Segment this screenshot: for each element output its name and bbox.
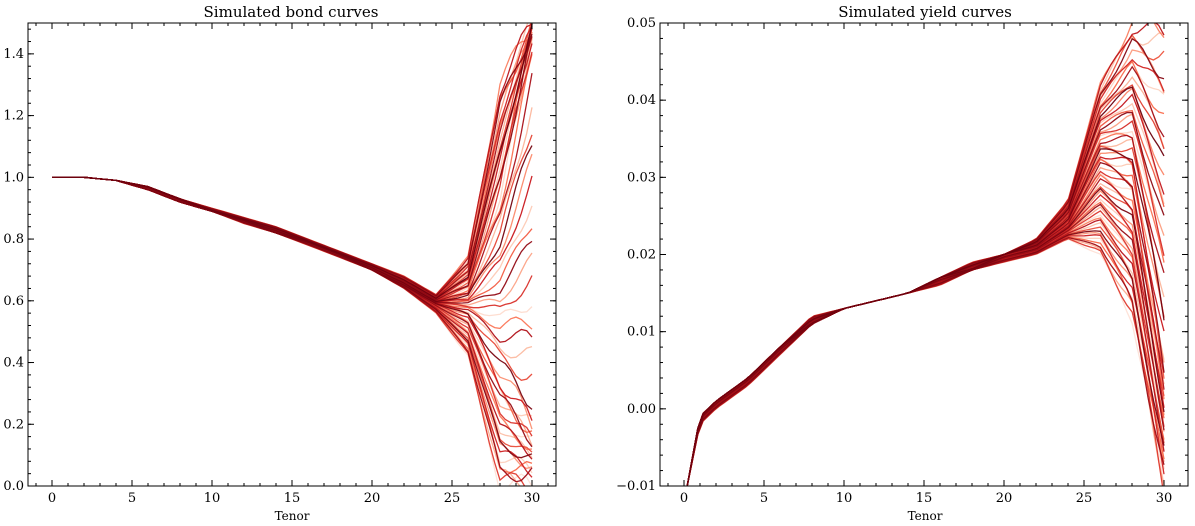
yield-series-line [686,236,1165,486]
bond-series-line [52,23,533,300]
yield-y-tick-label: 0.01 [627,325,656,340]
yield-series-line [686,226,1165,486]
bond-series-line [52,24,533,301]
bond-series-line [52,33,533,297]
bond-series-line [52,36,533,299]
bond-series-line [52,37,533,296]
yield-series-line [686,34,1165,486]
yield-series-line [686,235,1165,486]
bond-series-line [52,176,533,447]
bond-series-line [52,38,533,302]
bond-series-line [52,51,533,302]
yield-x-tick-label: 20 [996,491,1013,506]
yield-series-line [686,217,1165,486]
yield-y-tick-label: 0.00 [627,402,656,417]
bond-series-line [52,28,533,301]
bond-series-line [52,176,533,330]
yield-series-line [686,161,1165,486]
bond-series-line [52,36,533,299]
bond-y-tick-label: 0.8 [3,232,24,247]
bond-series-line [52,176,533,417]
bond-series-line [52,25,533,298]
yield-series-line [686,58,1165,486]
yield-x-tick-label: 25 [1076,491,1093,506]
yield-series-line [686,238,1165,486]
bond-y-tick-label: 0.4 [3,356,24,371]
yield-x-tick-label: 10 [836,491,853,506]
yield-series-line [686,32,1165,486]
bond-x-tick-label: 20 [364,491,381,506]
yield-series-line [686,210,1165,486]
bond-series-line [52,36,533,298]
yield-x-tick-label: 5 [760,491,768,506]
bond-y-tick-label: 1.0 [3,170,24,185]
bond-series-line [52,43,533,300]
yield-y-tick-label: −0.01 [616,479,656,494]
yield-chart-title: Simulated yield curves [838,3,1012,21]
yield-plot-frame [659,22,1189,487]
yield-y-tick-label: 0.04 [627,93,656,108]
bond-y-tick-label: 1.2 [3,109,24,124]
bond-x-tick-label: 10 [204,491,221,506]
bond-series-line [52,41,533,301]
yield-x-tick-label: 30 [1156,491,1173,506]
bond-x-tick-label: 25 [444,491,461,506]
bond-y-tick-label: 0.0 [3,479,24,494]
yield-series-line [686,198,1165,486]
yield-series-line [686,236,1165,486]
yield-series-line [686,185,1165,486]
bond-series-line [52,26,533,298]
bond-series-line [52,23,533,296]
bond-chart-title: Simulated bond curves [204,3,379,21]
yield-series-line [686,173,1165,486]
yield-curves-panel: Simulated yield curves 0 5 10 15 20 25 30 −0.01… [616,3,1189,523]
bond-x-tick-label: 15 [284,491,301,506]
yield-series-line [686,206,1165,486]
yield-series-line [686,219,1165,486]
bond-y-tick-label: 1.4 [3,47,24,62]
yield-series-line [686,86,1165,486]
yield-x-axis-label: Tenor [908,509,943,523]
yield-y-tick-label: 0.05 [627,16,656,31]
bond-series-line [52,23,532,297]
yield-series-line [686,23,1165,486]
bond-series-line [52,31,533,300]
yield-series-line [686,65,1165,486]
bond-series-line [52,23,532,298]
yield-series-line [686,37,1165,486]
bond-x-tick-label: 30 [524,491,541,506]
yield-series-line [686,214,1165,486]
yield-x-tick-label: 15 [916,491,933,506]
yield-series-group [686,23,1165,486]
bond-series-line [52,28,533,299]
bond-plot-frame [27,22,557,487]
yield-series-line [686,232,1165,486]
bond-x-tick-label: 5 [128,491,136,506]
bond-x-tick-label: 0 [48,491,56,506]
bond-series-line [52,23,529,297]
yield-series-line [686,237,1165,486]
bond-curves-panel: Simulated bond curves 0 5 10 15 20 25 30 0.0 0.2… [3,3,557,523]
bond-series-line [52,176,533,410]
yield-series-line [686,23,1165,486]
bond-series-line [52,176,533,450]
bond-y-tick-label: 0.6 [3,294,24,309]
yield-series-line [686,187,1165,486]
bond-x-axis-label: Tenor [275,509,310,523]
bond-series-line [52,51,533,302]
yield-series-line [686,221,1165,486]
bond-axes: 0 5 10 15 20 25 30 0.0 0.2 0.4 0.6 0.8 1.0 1.2 1.4 [3,23,556,506]
bond-series-group [52,23,533,486]
bond-series-line [52,54,533,302]
bond-y-tick-label: 0.2 [3,417,24,432]
yield-series-line [686,203,1165,486]
yield-series-line [686,230,1165,486]
yield-series-line [686,234,1165,486]
yield-y-tick-label: 0.02 [627,248,656,263]
yield-x-tick-label: 0 [680,491,688,506]
yield-y-tick-label: 0.03 [627,170,656,185]
